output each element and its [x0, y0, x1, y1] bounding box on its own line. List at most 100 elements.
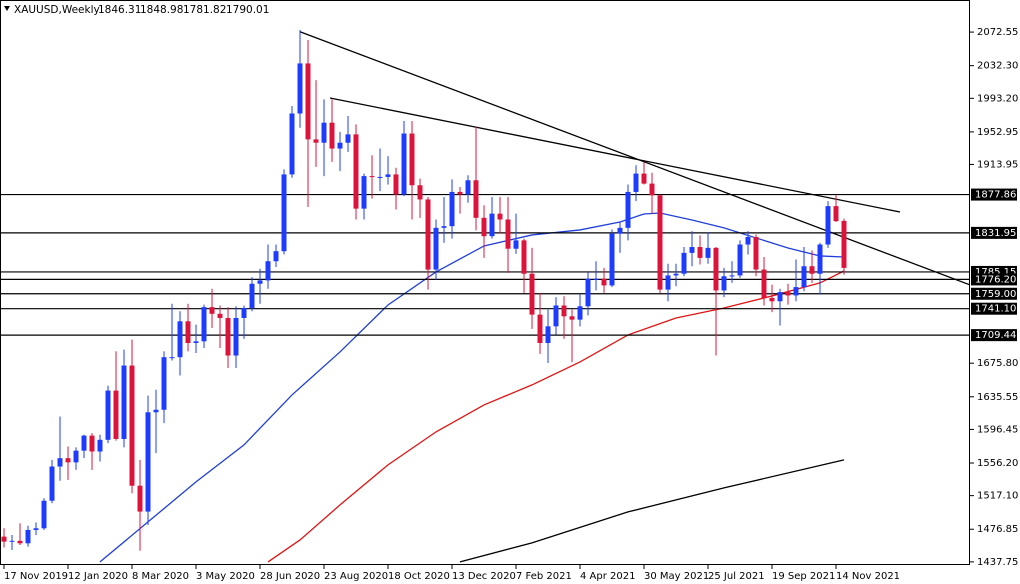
candle-body: [769, 297, 775, 302]
candle-body: [329, 122, 335, 149]
candle-body: [225, 317, 231, 356]
candle-body: [625, 191, 631, 228]
candle-body: [161, 357, 167, 410]
candle-body: [633, 173, 639, 192]
candle-body: [713, 247, 719, 291]
open-value: 1846.31: [98, 4, 141, 16]
trend-line: [329, 97, 901, 213]
x-tick-label: 28 Jun 2020: [260, 571, 320, 582]
y-tick-label: 1596.45: [977, 424, 1018, 435]
candle-body: [465, 180, 471, 195]
candle-body: [121, 365, 127, 439]
candle-body: [313, 139, 319, 143]
candle-body: [153, 409, 159, 413]
candle-body: [281, 174, 287, 252]
candle-body: [457, 191, 463, 195]
x-tick-label: 12 Jan 2020: [68, 571, 128, 582]
level-label-box: [971, 287, 1017, 300]
y-tick-label: 1635.55: [977, 392, 1018, 403]
level-label-box: [971, 302, 1017, 315]
x-tick-label: 25 Jul 2021: [708, 571, 765, 582]
candle-body: [257, 280, 263, 284]
candle-body: [441, 226, 447, 228]
candle-body: [249, 283, 255, 308]
candle-body: [345, 134, 351, 143]
y-tick-label: 1517.10: [977, 491, 1018, 502]
candle-body: [25, 529, 31, 544]
y-tick-label: 1952.95: [977, 127, 1018, 138]
candle-body: [169, 357, 175, 359]
candle-body: [73, 450, 79, 463]
candle-body: [417, 185, 423, 200]
candle-body: [33, 528, 39, 530]
candle-body: [137, 485, 143, 512]
candle-body: [681, 252, 687, 274]
candle-body: [721, 276, 727, 291]
candle-body: [585, 278, 591, 307]
candle-body: [609, 233, 615, 286]
candle-body: [673, 273, 679, 276]
y-tick-label: 1675.80: [977, 358, 1018, 369]
candle-body: [481, 217, 487, 237]
candle-body: [129, 365, 135, 486]
candle-body: [473, 180, 479, 218]
candle-body: [697, 247, 703, 258]
candle-body: [745, 237, 751, 245]
level-label: 1759.00: [975, 289, 1016, 300]
candle-body: [401, 133, 407, 195]
y-tick-label: 2072.55: [977, 27, 1018, 38]
candle-body: [361, 176, 367, 209]
candle-body: [273, 251, 279, 262]
x-tick-label: 17 Nov 2019: [4, 571, 68, 582]
level-label: 1741.10: [975, 304, 1016, 315]
candle-body: [433, 227, 439, 270]
candle-body: [521, 240, 527, 274]
level-label-box: [971, 226, 1017, 239]
level-label: 1877.86: [975, 190, 1016, 201]
candle-body: [537, 314, 543, 344]
moving-average: [459, 459, 845, 563]
candle-body: [833, 206, 839, 222]
y-tick-label: 2032.30: [977, 61, 1018, 72]
plot-frame: [0, 0, 970, 565]
x-tick-label: 19 Sep 2021: [772, 571, 835, 582]
candle-body: [177, 321, 183, 358]
candle-body: [665, 275, 671, 290]
candle-body: [689, 247, 695, 253]
x-tick-label: 3 May 2020: [196, 571, 255, 582]
low-value: 1781.82: [183, 4, 226, 16]
level-label-box: [971, 329, 1017, 342]
candle-body: [489, 213, 495, 237]
candle-body: [777, 292, 783, 302]
x-tick-label: 23 Aug 2020: [324, 571, 388, 582]
candle-body: [409, 133, 415, 186]
candle-body: [705, 247, 711, 258]
candle-body: [529, 273, 535, 315]
candle-body: [49, 466, 55, 501]
candle-body: [41, 500, 47, 529]
x-tick-label: 4 Apr 2021: [580, 571, 635, 582]
candle-body: [1, 536, 7, 542]
level-label-box: [971, 273, 1017, 286]
candle-body: [809, 266, 815, 274]
candle-body: [289, 113, 295, 175]
x-tick-label: 14 Nov 2021: [836, 571, 900, 582]
x-tick-label: 18 Oct 2020: [388, 571, 450, 582]
candle-body: [105, 390, 111, 440]
candle-body: [545, 326, 551, 344]
candle-body: [577, 306, 583, 320]
candle-body: [817, 244, 823, 274]
candle-body: [353, 134, 359, 209]
y-tick-label: 1993.20: [977, 93, 1018, 104]
candle-body: [241, 307, 247, 318]
candle-body: [97, 439, 103, 452]
candle-body: [761, 269, 767, 298]
candle-body: [113, 390, 119, 439]
candle-body: [393, 174, 399, 195]
candle-body: [385, 174, 391, 177]
candle-body: [305, 63, 311, 140]
candle-body: [497, 213, 503, 220]
candle-body: [377, 176, 383, 178]
candle-body: [81, 435, 87, 451]
